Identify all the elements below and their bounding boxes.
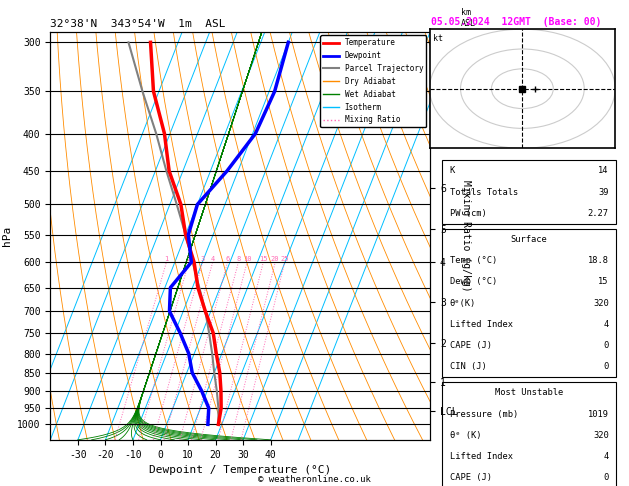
Text: Totals Totals: Totals Totals: [450, 188, 518, 196]
Text: 39: 39: [598, 188, 609, 196]
Text: 0: 0: [603, 473, 609, 482]
Text: CAPE (J): CAPE (J): [450, 341, 491, 350]
Text: 14: 14: [598, 166, 609, 175]
Text: © weatheronline.co.uk: © weatheronline.co.uk: [258, 474, 371, 484]
Legend: Temperature, Dewpoint, Parcel Trajectory, Dry Adiabat, Wet Adiabat, Isotherm, Mi: Temperature, Dewpoint, Parcel Trajectory…: [320, 35, 426, 127]
Text: 20: 20: [271, 256, 279, 262]
Text: 4: 4: [211, 256, 214, 262]
Text: CIN (J): CIN (J): [450, 362, 486, 371]
Text: θᵉ (K): θᵉ (K): [450, 431, 481, 440]
Text: 4: 4: [603, 452, 609, 461]
Text: 6: 6: [225, 256, 230, 262]
Text: Most Unstable: Most Unstable: [495, 388, 563, 398]
Text: θᵉ(K): θᵉ(K): [450, 298, 476, 308]
Text: 15: 15: [598, 278, 609, 286]
Text: PW (cm): PW (cm): [450, 209, 486, 218]
Y-axis label: hPa: hPa: [1, 226, 11, 246]
Text: km
ASL: km ASL: [460, 8, 476, 28]
FancyBboxPatch shape: [442, 382, 616, 486]
Text: 32°38'N  343°54'W  1m  ASL: 32°38'N 343°54'W 1m ASL: [50, 19, 226, 30]
Text: 25: 25: [281, 256, 289, 262]
Text: 15: 15: [259, 256, 267, 262]
Text: 2.27: 2.27: [587, 209, 609, 218]
Text: 0: 0: [603, 341, 609, 350]
X-axis label: Dewpoint / Temperature (°C): Dewpoint / Temperature (°C): [149, 465, 331, 475]
Text: 320: 320: [593, 431, 609, 440]
Text: kt: kt: [433, 34, 443, 43]
Text: Surface: Surface: [511, 235, 547, 244]
Text: 0: 0: [603, 362, 609, 371]
Text: Pressure (mb): Pressure (mb): [450, 410, 518, 418]
Text: K: K: [450, 166, 455, 175]
Text: 05.05.2024  12GMT  (Base: 00): 05.05.2024 12GMT (Base: 00): [431, 17, 601, 27]
Text: 3: 3: [201, 256, 204, 262]
Text: Lifted Index: Lifted Index: [450, 320, 513, 329]
Text: Lifted Index: Lifted Index: [450, 452, 513, 461]
Text: CAPE (J): CAPE (J): [450, 473, 491, 482]
FancyBboxPatch shape: [442, 229, 616, 377]
Y-axis label: Mixing Ratio (g/kg): Mixing Ratio (g/kg): [462, 180, 472, 292]
Text: 1019: 1019: [587, 410, 609, 418]
Text: Temp (°C): Temp (°C): [450, 256, 497, 265]
Text: 1: 1: [164, 256, 169, 262]
FancyBboxPatch shape: [442, 160, 616, 224]
Text: 18.8: 18.8: [587, 256, 609, 265]
Text: 4: 4: [603, 320, 609, 329]
Text: Dewp (°C): Dewp (°C): [450, 278, 497, 286]
Text: 320: 320: [593, 298, 609, 308]
Text: 10: 10: [243, 256, 252, 262]
Text: 8: 8: [237, 256, 240, 262]
Text: 2: 2: [187, 256, 191, 262]
